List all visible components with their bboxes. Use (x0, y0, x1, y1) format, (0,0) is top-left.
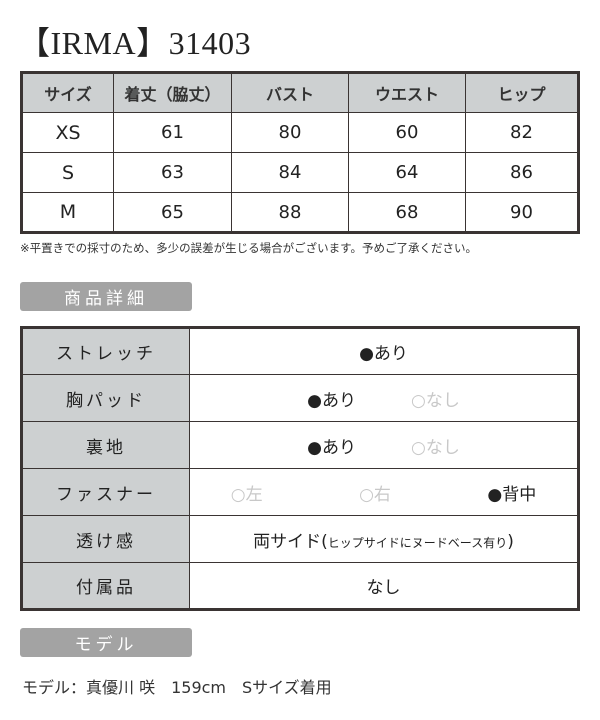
detail-row-pad: 胸パッド ●あり ○なし (21, 374, 579, 422)
header-cell: バスト (231, 72, 349, 113)
value-cell: 90 (465, 192, 579, 233)
header-cell: ウエスト (348, 72, 466, 113)
detail-label: ストレッチ (21, 327, 190, 375)
detail-value: なし (189, 562, 579, 610)
size-cell: M (21, 192, 114, 233)
detail-label: 透け感 (21, 515, 190, 563)
detail-label: ファスナー (21, 468, 190, 516)
detail-value-note: ヒップサイドにヌードベース有り (327, 535, 508, 550)
detail-value-end: ) (507, 531, 514, 552)
model-heading: モデル (20, 628, 192, 657)
value-cell: 88 (231, 192, 349, 233)
table-row: XS 61 80 60 82 (21, 112, 579, 153)
option-selected: ●あり (307, 437, 356, 458)
page-title: 【IRMA】31403 (18, 25, 252, 61)
header-cell: 着丈（脇丈） (113, 72, 232, 113)
detail-row-accessories: 付属品 なし (21, 562, 579, 610)
header-cell: サイズ (21, 72, 114, 113)
detail-row-lining: 裏地 ●あり ○なし (21, 421, 579, 469)
detail-label: 胸パッド (21, 374, 190, 422)
value-cell: 63 (113, 152, 232, 193)
value-cell: 84 (231, 152, 349, 193)
model-info: モデル：真優川 咲 159cm Sサイズ着用 (22, 678, 332, 697)
value-cell: 60 (348, 112, 466, 153)
value-cell: 82 (465, 112, 579, 153)
option-unselected: ○右 (359, 484, 391, 505)
detail-label: 付属品 (21, 562, 190, 610)
header-cell: ヒップ (465, 72, 579, 113)
value-cell: 86 (465, 152, 579, 193)
detail-label: 裏地 (21, 421, 190, 469)
size-cell: XS (21, 112, 114, 153)
option-unselected: ○なし (411, 390, 460, 411)
value-cell: 65 (113, 192, 232, 233)
size-table: サイズ 着丈（脇丈） バスト ウエスト ヒップ XS 61 80 60 82 S… (20, 71, 580, 234)
detail-row-sheer: 透け感 両サイド(ヒップサイドにヌードベース有り) (21, 515, 579, 563)
option-selected: ●背中 (487, 484, 537, 505)
value-cell: 80 (231, 112, 349, 153)
detail-value: ●あり (189, 327, 579, 375)
table-row: M 65 88 68 90 (21, 192, 579, 233)
size-table-header: サイズ 着丈（脇丈） バスト ウエスト ヒップ (21, 72, 579, 113)
detail-row-zipper: ファスナー ○左 ○右 ●背中 (21, 468, 579, 516)
details-heading: 商品詳細 (20, 282, 192, 311)
details-table: ストレッチ ●あり 胸パッド ●あり ○なし 裏地 ●あり ○なし ファスナー ○左… (20, 326, 580, 611)
option-unselected: ○なし (411, 437, 460, 458)
value-cell: 64 (348, 152, 466, 193)
option-unselected: ○左 (230, 484, 263, 505)
size-cell: S (21, 152, 114, 193)
detail-row-stretch: ストレッチ ●あり (21, 327, 579, 375)
table-row: S 63 84 64 86 (21, 152, 579, 193)
detail-value: 両サイド( (253, 531, 328, 552)
measurement-note: ※平置きでの採寸のため、多少の誤差が生じる場合がございます。予めご了承ください。 (20, 241, 477, 255)
option-selected: ●あり (307, 390, 356, 411)
value-cell: 61 (113, 112, 232, 153)
value-cell: 68 (348, 192, 466, 233)
